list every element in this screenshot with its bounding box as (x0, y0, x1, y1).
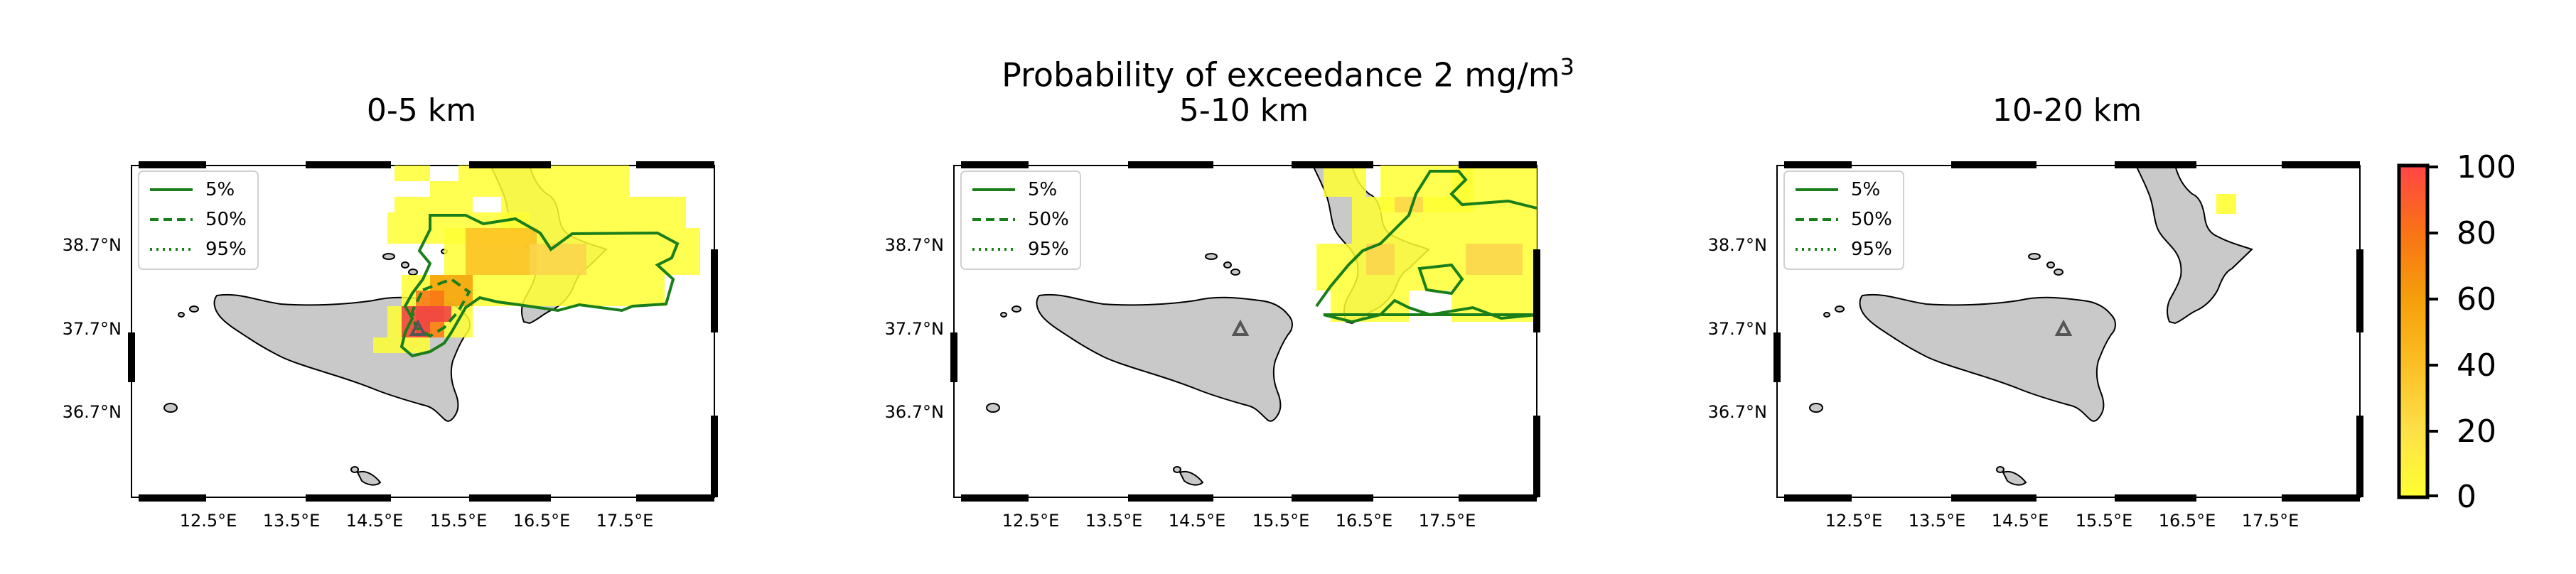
panel-title-3: 10-20 km (1992, 92, 2142, 129)
lon-label: 14.5°E (1992, 511, 2049, 531)
contour-legend: 5% 50% 95% (138, 170, 259, 270)
calabria-landmass (2135, 165, 2253, 325)
map-frame (950, 161, 1540, 502)
etna-volcano-icon (409, 319, 427, 336)
island (356, 471, 382, 486)
island (2046, 261, 2055, 269)
lon-label: 13.5°E (1909, 511, 1966, 531)
map-frame (128, 161, 718, 502)
island (1809, 403, 1823, 413)
sicily-landmass (1036, 293, 1293, 422)
legend-label-95: 95% (1851, 239, 1892, 260)
sicily-landmass (1859, 293, 2116, 422)
lon-label: 12.5°E (1825, 511, 1883, 531)
island (1173, 466, 1181, 473)
contour-legend: 5% 50% 95% (1783, 170, 1904, 270)
lon-label: 17.5°E (596, 511, 654, 531)
island (1823, 312, 1830, 318)
lon-label: 16.5°E (2159, 511, 2216, 531)
island (1223, 261, 1232, 269)
lat-label: 37.7°N (885, 319, 944, 339)
island (1205, 253, 1218, 260)
panel-title-2: 5-10 km (1179, 92, 1309, 129)
figure-suptitle: Probability of exceedance 2 mg/m3 (1002, 53, 1574, 94)
lon-label: 13.5°E (1085, 511, 1143, 531)
lat-label: 36.7°N (885, 402, 944, 422)
lon-label: 12.5°E (1002, 511, 1060, 531)
colorbar-gradient (2397, 163, 2430, 499)
island (2028, 253, 2041, 260)
colorbar: 100 80 60 40 20 0 (2397, 149, 2516, 515)
island (1996, 466, 2005, 473)
lon-label: 13.5°E (263, 511, 321, 531)
panel-title-1: 0-5 km (367, 92, 476, 129)
lat-label: 37.7°N (1708, 319, 1767, 339)
probability-field (2216, 194, 2236, 214)
etna-volcano-icon (2054, 319, 2073, 336)
legend-label-5: 5% (1028, 179, 1057, 200)
island (408, 269, 418, 276)
lon-label: 16.5°E (513, 511, 571, 531)
island (401, 261, 409, 269)
contour-5pct (1315, 170, 1537, 324)
lat-label: 38.7°N (1708, 235, 1767, 255)
island (2054, 269, 2064, 276)
colorbar-tick: 80 (2457, 215, 2496, 251)
probability-field-orange (402, 228, 586, 337)
contour-50pct (410, 277, 471, 338)
contour-legend: 5% 50% 95% (960, 170, 1081, 270)
island (986, 403, 1000, 413)
island (350, 466, 359, 473)
island (1230, 269, 1240, 276)
lat-label: 38.7°N (63, 235, 122, 255)
legend-label-95: 95% (205, 239, 247, 260)
island (1179, 471, 1204, 486)
colorbar-tick: 100 (2457, 149, 2516, 185)
island (163, 403, 178, 413)
lat-label: 37.7°N (63, 319, 122, 339)
colorbar-tick: 20 (2457, 413, 2496, 450)
island (1000, 312, 1007, 318)
island (189, 305, 199, 313)
probability-field-orange (1366, 197, 1523, 275)
map-panel-2: 5% 50% 95% 38.7°N 37.7°N 36.7°N 12.5°E 1… (885, 161, 1540, 531)
lat-label: 36.7°N (63, 402, 122, 422)
island (1835, 305, 1845, 313)
island (178, 312, 185, 318)
legend-label-50: 50% (1851, 209, 1892, 230)
lon-label: 16.5°E (1336, 511, 1393, 531)
island (1011, 305, 1021, 313)
contour-5pct (399, 214, 680, 358)
lon-label: 15.5°E (430, 511, 488, 531)
map-panel-3: 5% 50% 95% 38.7°N 37.7°N 36.7°N 12.5°E 1… (1708, 161, 2363, 531)
legend-label-50: 50% (1028, 209, 1069, 230)
lon-label: 14.5°E (1169, 511, 1226, 531)
map-frame (1773, 161, 2363, 502)
lat-label: 36.7°N (1708, 402, 1767, 422)
colorbar-tick: 60 (2457, 281, 2496, 318)
lon-label: 17.5°E (2242, 511, 2299, 531)
lon-label: 15.5°E (1252, 511, 1310, 531)
colorbar-tick: 40 (2457, 347, 2496, 384)
legend-label-5: 5% (205, 179, 235, 200)
legend-label-50: 50% (205, 209, 247, 230)
lon-label: 15.5°E (2076, 511, 2133, 531)
etna-volcano-icon (1231, 319, 1250, 336)
island (2002, 471, 2027, 486)
colorbar-tick: 0 (2457, 479, 2476, 515)
legend-label-95: 95% (1028, 239, 1069, 260)
map-panel-1: 5% 50% 95% 38.7°N 37.7°N 36.7°N 12.5°E 1… (63, 161, 718, 531)
legend-label-5: 5% (1851, 179, 1880, 200)
lon-label: 12.5°E (180, 511, 237, 531)
lat-label: 38.7°N (885, 235, 944, 255)
lon-label: 14.5°E (346, 511, 404, 531)
island (382, 253, 395, 260)
lon-label: 17.5°E (1419, 511, 1476, 531)
contour-5pct (1417, 263, 1464, 296)
